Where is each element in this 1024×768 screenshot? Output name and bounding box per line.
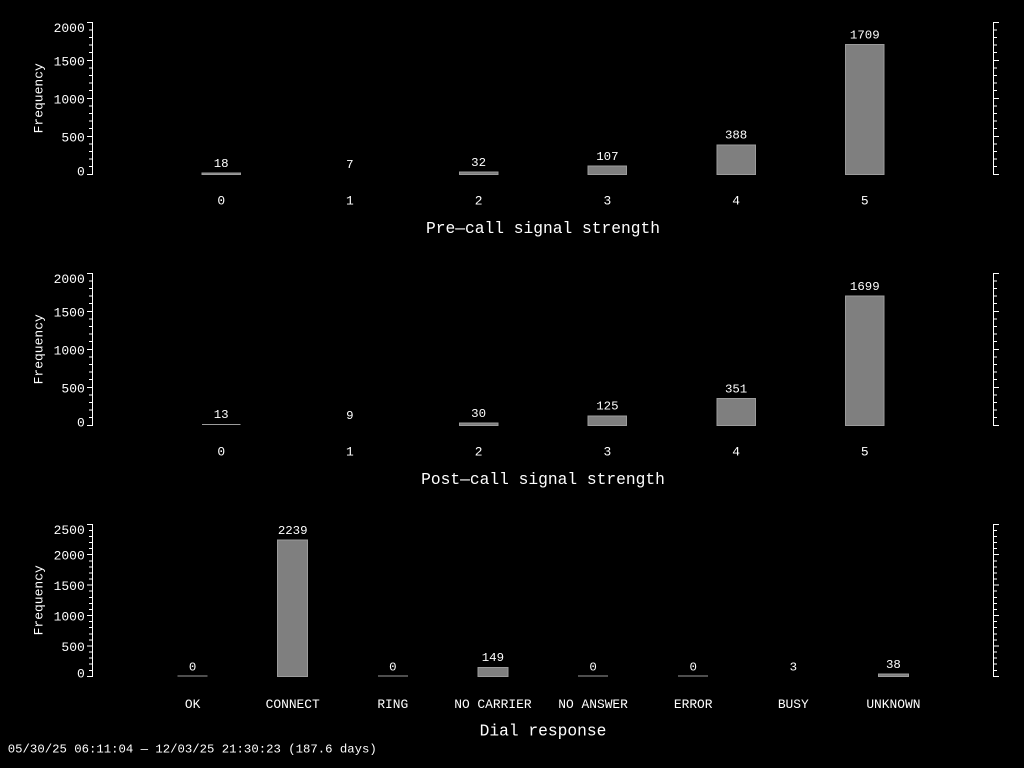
svg-text:RING: RING [377,697,408,712]
svg-text:Frequency: Frequency [32,63,47,133]
svg-text:2500: 2500 [54,523,85,538]
svg-text:2000: 2000 [54,21,85,36]
svg-text:0: 0 [217,445,225,460]
svg-text:Frequency: Frequency [32,314,47,384]
svg-text:ERROR: ERROR [674,697,713,712]
svg-text:351: 351 [725,383,747,397]
svg-text:BUSY: BUSY [778,697,809,712]
svg-text:0: 0 [217,194,225,209]
svg-text:Dial response: Dial response [480,721,607,740]
svg-text:Post—call signal strength: Post—call signal strength [421,470,665,489]
svg-text:2: 2 [475,194,483,209]
svg-text:1000: 1000 [54,343,85,358]
svg-text:1000: 1000 [54,610,85,625]
svg-text:5: 5 [861,445,869,460]
svg-text:UNKNOWN: UNKNOWN [866,697,920,712]
svg-text:107: 107 [596,150,618,164]
svg-text:1709: 1709 [850,28,880,42]
svg-text:NO ANSWER: NO ANSWER [558,697,628,712]
svg-text:3: 3 [604,194,612,209]
svg-text:1699: 1699 [850,280,880,294]
svg-text:CONNECT: CONNECT [266,697,320,712]
svg-text:0: 0 [689,660,696,674]
svg-text:2000: 2000 [54,549,85,564]
svg-text:125: 125 [596,400,618,414]
svg-text:3: 3 [790,660,797,674]
svg-text:1: 1 [346,445,354,460]
svg-text:18: 18 [214,157,229,171]
svg-text:2: 2 [475,445,483,460]
svg-text:13: 13 [214,408,229,422]
svg-text:05/30/25 06:11:04 — 12/03/25 2: 05/30/25 06:11:04 — 12/03/25 21:30:23 (1… [8,742,377,756]
svg-text:Pre—call signal strength: Pre—call signal strength [426,219,660,238]
svg-text:1000: 1000 [54,92,85,107]
svg-text:2239: 2239 [278,524,308,538]
svg-text:0: 0 [189,660,196,674]
svg-text:5: 5 [861,194,869,209]
svg-text:1500: 1500 [54,579,85,594]
svg-text:30: 30 [471,407,486,421]
svg-text:OK: OK [185,697,201,712]
svg-text:3: 3 [604,445,612,460]
svg-text:1: 1 [346,194,354,209]
svg-text:NO CARRIER: NO CARRIER [454,697,532,712]
svg-text:4: 4 [732,194,740,209]
svg-text:Frequency: Frequency [32,565,47,635]
svg-text:2000: 2000 [54,272,85,287]
svg-text:0: 0 [77,666,85,681]
svg-text:500: 500 [61,381,84,396]
svg-text:500: 500 [61,130,84,145]
svg-text:500: 500 [61,640,84,655]
svg-text:32: 32 [471,156,486,170]
svg-text:388: 388 [725,129,747,143]
svg-text:1500: 1500 [54,305,85,320]
svg-text:0: 0 [77,164,85,179]
svg-text:149: 149 [482,651,504,665]
svg-text:9: 9 [346,409,353,423]
svg-text:0: 0 [589,660,596,674]
svg-text:0: 0 [77,415,85,430]
svg-text:38: 38 [886,658,901,672]
svg-text:7: 7 [346,158,353,172]
svg-text:4: 4 [732,445,740,460]
svg-text:1500: 1500 [54,54,85,69]
svg-text:0: 0 [389,660,396,674]
